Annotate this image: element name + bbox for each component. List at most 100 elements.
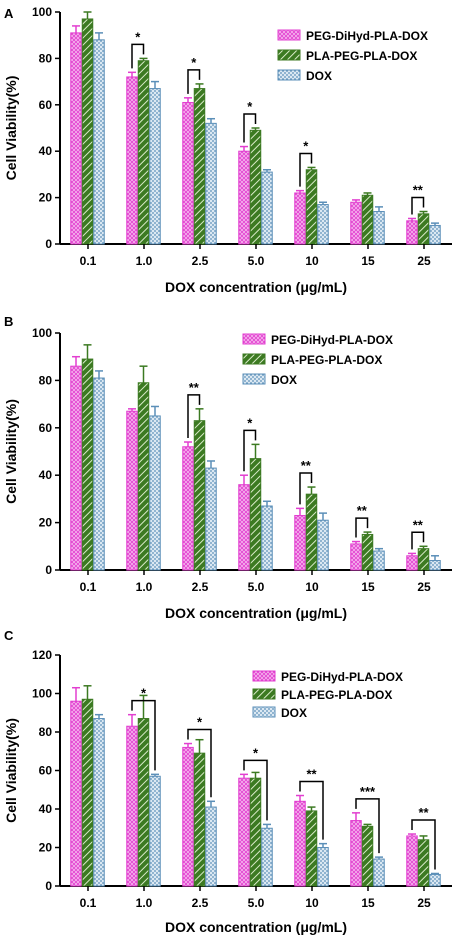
legend-label: PEG-DiHyd-PLA-DOX xyxy=(281,670,403,684)
bar-pla-peg-pla-dox-0.1 xyxy=(81,358,94,571)
x-axis-title: DOX concentration (μg/mL) xyxy=(165,605,347,621)
bar-dox-10 xyxy=(317,204,329,245)
bar-peg-dihyd-pla-dox-2.5 xyxy=(182,446,194,571)
y-tick-label: 100 xyxy=(32,687,52,701)
bar-dox-2.5 xyxy=(205,467,217,571)
x-tick-label: 5.0 xyxy=(248,254,265,268)
x-tick-label: 10 xyxy=(305,896,319,910)
panel-letter: B xyxy=(4,314,13,329)
significance-bracket xyxy=(299,152,313,187)
y-tick-label: 80 xyxy=(39,51,53,65)
y-tick-label: 20 xyxy=(39,841,53,855)
bar-dox-1.0 xyxy=(149,415,161,571)
bar-peg-dihyd-pla-dox-0.1 xyxy=(70,365,82,571)
legend-swatch xyxy=(242,333,266,345)
bar-peg-dihyd-pla-dox-25 xyxy=(406,555,418,571)
bar-pla-peg-pla-dox-15 xyxy=(361,825,374,887)
bar-peg-dihyd-pla-dox-1.0 xyxy=(126,76,138,245)
significance-label: ** xyxy=(301,458,312,473)
bar-dox-15 xyxy=(373,211,385,245)
bar-pla-peg-pla-dox-1.0 xyxy=(137,718,150,887)
legend-swatch xyxy=(252,706,276,718)
bar-pla-peg-pla-dox-25 xyxy=(417,548,430,571)
x-tick-label: 5.0 xyxy=(248,896,265,910)
bar-dox-25 xyxy=(429,873,441,887)
x-tick-label: 25 xyxy=(417,254,431,268)
legend-label: DOX xyxy=(271,373,297,387)
bar-pla-peg-pla-dox-0.1 xyxy=(81,698,94,887)
bar-dox-0.1 xyxy=(93,377,105,571)
bar-dox-15 xyxy=(373,550,385,571)
y-tick-label: 80 xyxy=(39,725,53,739)
bar-peg-dihyd-pla-dox-10 xyxy=(294,514,306,571)
y-axis-title: Cell Viability(%) xyxy=(3,399,19,504)
significance-label: ** xyxy=(357,503,368,518)
x-tick-label: 10 xyxy=(305,254,319,268)
x-tick-label: 15 xyxy=(361,896,375,910)
significance-bracket xyxy=(411,819,436,870)
legend-swatch xyxy=(242,353,266,365)
x-tick-label: 10 xyxy=(305,580,319,594)
y-tick-label: 60 xyxy=(39,98,53,112)
bar-pla-peg-pla-dox-2.5 xyxy=(193,88,206,245)
significance-bracket xyxy=(355,798,380,854)
significance-bracket xyxy=(299,780,324,840)
significance-label: * xyxy=(141,686,147,701)
y-tick-label: 120 xyxy=(32,648,52,662)
significance-bracket xyxy=(187,728,212,798)
bar-peg-dihyd-pla-dox-15 xyxy=(350,820,362,887)
bar-dox-1.0 xyxy=(149,775,161,887)
significance-bracket xyxy=(411,531,425,550)
y-tick-label: 20 xyxy=(39,516,53,530)
significance-label: * xyxy=(253,745,259,760)
bar-pla-peg-pla-dox-10 xyxy=(305,810,318,887)
bar-pla-peg-pla-dox-2.5 xyxy=(193,420,206,571)
bar-pla-peg-pla-dox-1.0 xyxy=(137,60,150,245)
x-tick-label: 15 xyxy=(361,580,375,594)
y-tick-label: 40 xyxy=(39,468,53,482)
y-tick-label: 60 xyxy=(39,764,53,778)
y-tick-label: 80 xyxy=(39,373,53,387)
significance-label: * xyxy=(247,415,253,430)
bar-pla-peg-pla-dox-5.0 xyxy=(249,458,262,571)
bar-peg-dihyd-pla-dox-5.0 xyxy=(238,484,250,571)
significance-label: * xyxy=(135,29,141,44)
significance-bracket xyxy=(131,43,145,69)
legend-swatch xyxy=(242,373,266,385)
bar-pla-peg-pla-dox-15 xyxy=(361,533,374,571)
significance-bracket xyxy=(355,517,369,538)
significance-bracket xyxy=(243,429,257,472)
x-tick-label: 0.1 xyxy=(80,580,97,594)
y-tick-label: 100 xyxy=(32,5,52,19)
bar-peg-dihyd-pla-dox-5.0 xyxy=(238,150,250,245)
legend-label: DOX xyxy=(306,69,332,83)
x-tick-label: 25 xyxy=(417,896,431,910)
bar-dox-5.0 xyxy=(261,171,273,245)
y-tick-label: 40 xyxy=(39,144,53,158)
bar-dox-5.0 xyxy=(261,505,273,571)
x-tick-label: 1.0 xyxy=(136,896,153,910)
significance-label: ** xyxy=(306,767,317,782)
legend-label: DOX xyxy=(281,706,307,720)
significance-label: ** xyxy=(413,517,424,532)
significance-bracket xyxy=(243,759,268,821)
y-tick-label: 60 xyxy=(39,421,53,435)
bar-dox-10 xyxy=(317,847,329,887)
bar-peg-dihyd-pla-dox-2.5 xyxy=(182,101,194,245)
legend-label: PLA-PEG-PLA-DOX xyxy=(306,49,417,63)
y-axis-title: Cell Viability(%) xyxy=(3,76,19,181)
significance-label: ** xyxy=(189,380,200,395)
bar-peg-dihyd-pla-dox-0.1 xyxy=(70,700,82,887)
significance-bracket xyxy=(411,196,425,215)
bar-pla-peg-pla-dox-2.5 xyxy=(193,752,206,887)
significance-bracket xyxy=(243,113,257,143)
bar-dox-25 xyxy=(429,224,441,245)
bar-pla-peg-pla-dox-5.0 xyxy=(249,777,262,887)
x-tick-label: 2.5 xyxy=(192,254,209,268)
x-axis-title: DOX concentration (μg/mL) xyxy=(165,279,347,295)
y-tick-label: 0 xyxy=(45,879,52,893)
bar-peg-dihyd-pla-dox-15 xyxy=(350,543,362,571)
